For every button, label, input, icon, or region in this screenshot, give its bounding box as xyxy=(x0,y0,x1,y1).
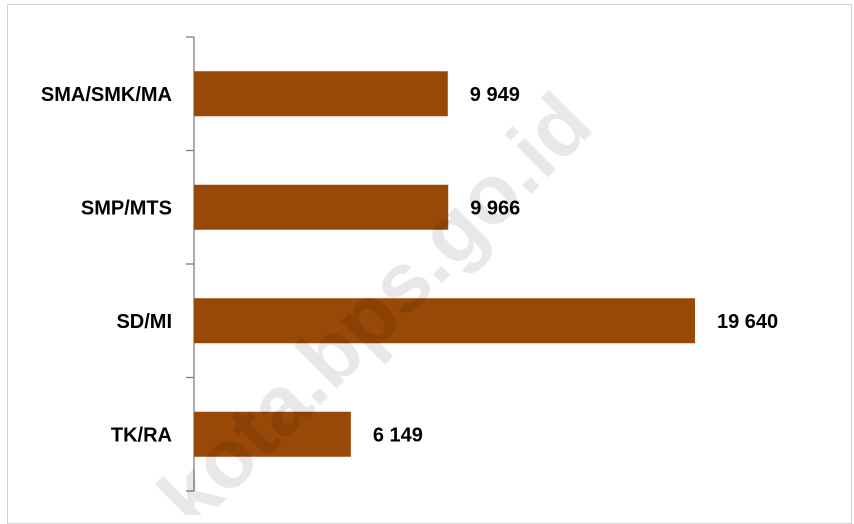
bar-smp-mts xyxy=(194,184,449,230)
bar-sma-smk-ma xyxy=(194,71,448,117)
category-label: SMP/MTS xyxy=(81,197,172,219)
category-label: SD/MI xyxy=(116,311,172,333)
value-label: 9 949 xyxy=(470,84,520,106)
value-label: 9 966 xyxy=(470,197,520,219)
value-label: 19 640 xyxy=(717,311,778,333)
category-label: SMA/SMK/MA xyxy=(41,84,172,106)
bar-sd-mi xyxy=(194,298,695,344)
value-label: 6 149 xyxy=(373,424,423,446)
category-label: TK/RA xyxy=(111,424,172,446)
bar-tk-ra xyxy=(194,411,351,457)
watermark-text: kota.bps.go.id xyxy=(140,75,609,515)
